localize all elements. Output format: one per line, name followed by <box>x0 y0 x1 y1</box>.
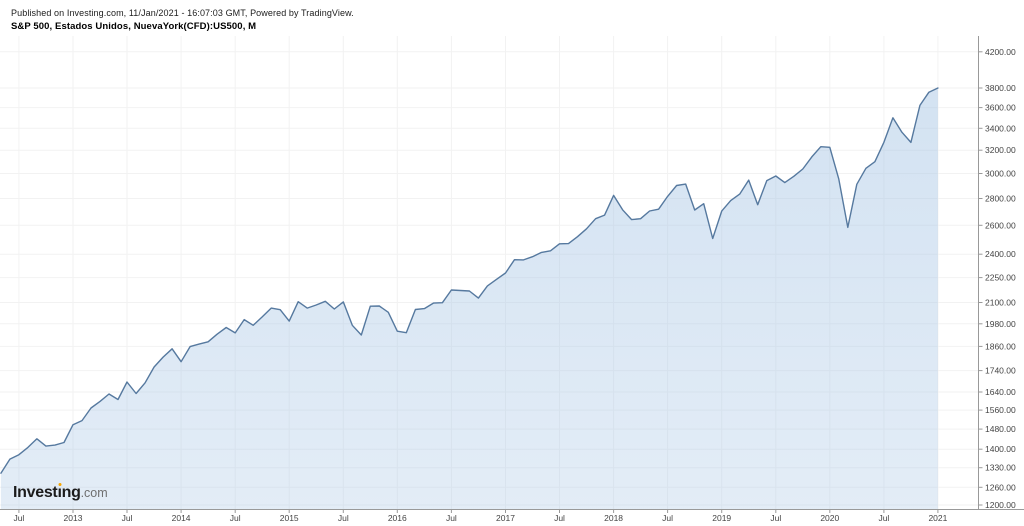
y-axis-label: 3600.00 <box>985 103 1016 113</box>
investing-logo: Investı ng.com <box>13 482 108 502</box>
logo-orange-dot-icon <box>58 482 62 486</box>
y-axis-label: 1330.00 <box>985 463 1016 473</box>
logo-tld: .com <box>80 486 108 500</box>
x-axis-label: 2018 <box>604 513 623 523</box>
x-axis-label: 2014 <box>172 513 191 523</box>
y-axis-label: 4200.00 <box>985 47 1016 57</box>
y-axis-label: 2800.00 <box>985 194 1016 204</box>
x-axis-label: Jul <box>13 513 24 523</box>
x-axis-label: 2017 <box>496 513 515 523</box>
chart-header: Published on Investing.com, 11/Jan/2021 … <box>11 7 354 33</box>
y-axis-label: 1200.00 <box>985 500 1016 510</box>
y-axis-label: 3800.00 <box>985 83 1016 93</box>
y-axis-label: 1480.00 <box>985 424 1016 434</box>
y-axis-label: 2100.00 <box>985 298 1016 308</box>
y-axis-label: 2250.00 <box>985 273 1016 283</box>
y-axis-label: 1260.00 <box>985 482 1016 492</box>
x-axis-label: Jul <box>878 513 889 523</box>
y-axis-label: 2600.00 <box>985 220 1016 230</box>
x-axis-label: 2020 <box>820 513 839 523</box>
y-axis-label: 1400.00 <box>985 444 1016 454</box>
x-axis-label: Jul <box>662 513 673 523</box>
x-axis-label: Jul <box>554 513 565 523</box>
area-fill <box>0 88 938 510</box>
y-axis-label: 1860.00 <box>985 341 1016 351</box>
y-axis-label: 2400.00 <box>985 249 1016 259</box>
x-axis-label: 2021 <box>928 513 947 523</box>
x-axis-label: 2013 <box>64 513 83 523</box>
instrument-title: S&P 500, Estados Unidos, NuevaYork(CFD):… <box>11 21 257 32</box>
x-axis-label: Jul <box>230 513 241 523</box>
x-axis-label: Jul <box>122 513 133 523</box>
logo-wordmark: Investı ng <box>13 482 81 501</box>
price-line <box>0 87 939 474</box>
x-axis-label: Jul <box>770 513 781 523</box>
y-axis-label: 3200.00 <box>985 145 1016 155</box>
y-axis-label: 1740.00 <box>985 366 1016 376</box>
x-axis-label: 2015 <box>280 513 299 523</box>
x-axis-label: Jul <box>338 513 349 523</box>
y-axis-label: 1980.00 <box>985 319 1016 329</box>
x-axis-label: Jul <box>446 513 457 523</box>
x-axis-label: 2016 <box>388 513 407 523</box>
y-axis-label: 3400.00 <box>985 123 1016 133</box>
y-axis-label: 1560.00 <box>985 405 1016 415</box>
y-axis-label: 1640.00 <box>985 387 1016 397</box>
y-axis-label: 3000.00 <box>985 169 1016 179</box>
published-line: Published on Investing.com, 11/Jan/2021 … <box>11 8 354 18</box>
x-axis-label: 2019 <box>712 513 731 523</box>
logo-letter-i: ı <box>57 482 62 501</box>
